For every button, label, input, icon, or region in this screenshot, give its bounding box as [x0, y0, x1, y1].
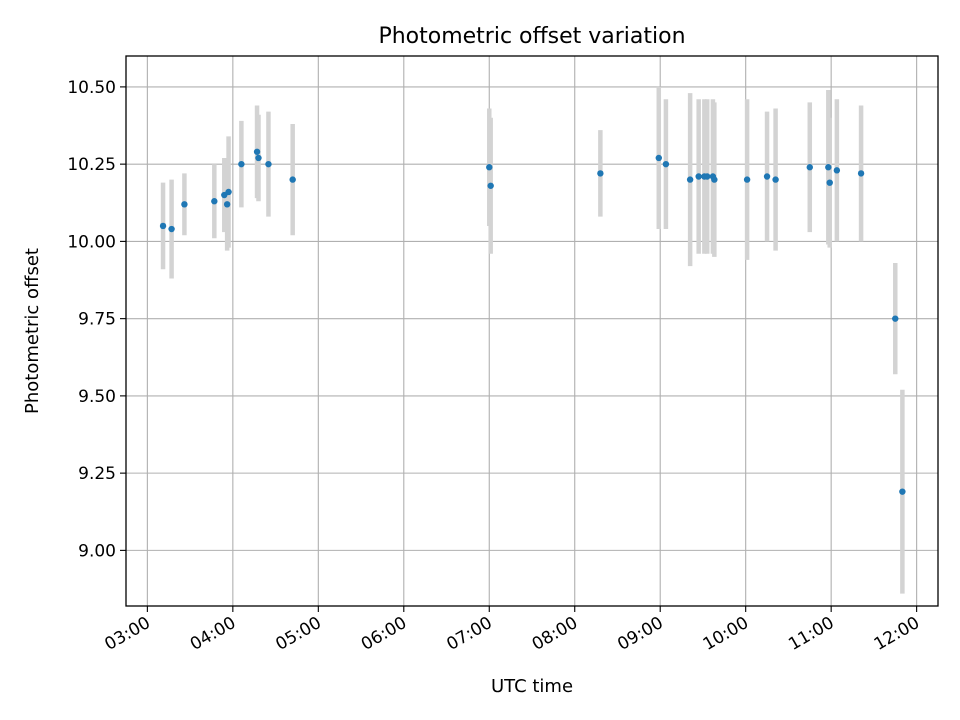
- data-point: [743, 176, 751, 183]
- data-point: [597, 170, 604, 177]
- data-point: [695, 173, 702, 180]
- data-point: [662, 160, 670, 168]
- y-tick-label: 10.50: [67, 78, 116, 98]
- data-point: [289, 176, 296, 183]
- data-point: [806, 164, 813, 171]
- data-point: [763, 173, 771, 180]
- data-point: [655, 154, 662, 162]
- data-point: [892, 315, 899, 322]
- chart-title: Photometric offset variation: [378, 24, 685, 49]
- data-point: [825, 164, 832, 171]
- data-point: [486, 164, 493, 171]
- data-point: [255, 154, 262, 162]
- data-point: [253, 148, 261, 155]
- data-point: [899, 488, 906, 495]
- data-point: [159, 222, 167, 230]
- data-point: [238, 160, 245, 168]
- data-point: [711, 176, 718, 183]
- grid: [126, 56, 938, 606]
- data-point: [225, 188, 232, 196]
- y-tick-label: 9.50: [78, 387, 116, 407]
- y-tick-label: 9.25: [78, 464, 116, 484]
- data-point: [265, 160, 272, 168]
- y-axis-ticks: 9.00 9.25 9.50 9.75 10.00 10.25 10.50: [67, 78, 126, 561]
- x-axis-label: UTC time: [491, 676, 573, 697]
- data-point: [772, 176, 779, 183]
- data-point: [704, 173, 711, 180]
- data-point: [181, 201, 188, 208]
- data-point: [686, 176, 694, 183]
- data-points: [159, 148, 906, 495]
- y-tick-label: 9.75: [78, 310, 116, 330]
- y-tick-label: 10.00: [67, 232, 116, 252]
- data-point: [826, 179, 833, 186]
- data-point: [223, 201, 231, 208]
- y-tick-label: 9.00: [78, 541, 116, 561]
- data-point: [487, 182, 494, 189]
- plot-frame: [125, 55, 939, 607]
- data-point: [857, 170, 865, 177]
- data-point: [168, 225, 175, 233]
- data-point: [833, 167, 841, 174]
- y-axis-label: Photometric offset: [22, 248, 43, 414]
- y-tick-label: 10.25: [67, 155, 116, 175]
- data-point: [211, 198, 218, 205]
